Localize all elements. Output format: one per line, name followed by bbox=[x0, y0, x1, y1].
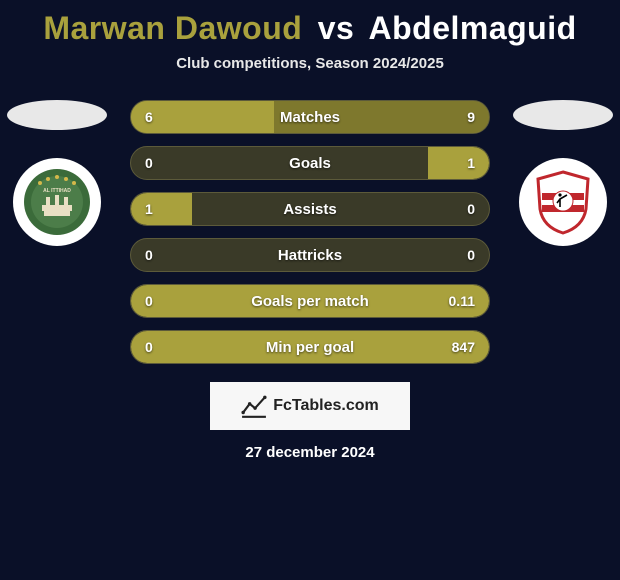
stat-row: 6Matches9 bbox=[130, 100, 490, 134]
stat-label: Goals per match bbox=[131, 285, 489, 317]
team1-badge: AL ITTIHAD bbox=[13, 158, 101, 246]
brand-badge[interactable]: FcTables.com bbox=[210, 382, 410, 430]
vs-label: vs bbox=[318, 10, 355, 46]
stat-label: Assists bbox=[131, 193, 489, 225]
player1-name: Marwan Dawoud bbox=[43, 10, 302, 46]
team1-crest-icon: AL ITTIHAD bbox=[22, 167, 92, 237]
stat-label: Goals bbox=[131, 147, 489, 179]
stat-label: Min per goal bbox=[131, 331, 489, 363]
stat-row: 0Goals1 bbox=[130, 146, 490, 180]
brand-chart-icon bbox=[241, 393, 267, 419]
stat-value-right: 847 bbox=[452, 331, 475, 363]
stat-value-right: 1 bbox=[467, 147, 475, 179]
stat-row: 0Min per goal847 bbox=[130, 330, 490, 364]
brand-label: FcTables.com bbox=[273, 397, 379, 415]
stat-value-right: 0 bbox=[467, 193, 475, 225]
stat-row: 0Goals per match0.11 bbox=[130, 284, 490, 318]
subtitle: Club competitions, Season 2024/2025 bbox=[0, 55, 620, 72]
stat-value-right: 0 bbox=[467, 239, 475, 271]
stat-value-right: 9 bbox=[467, 101, 475, 133]
main-layout: AL ITTIHAD 6Matches90Goals11Assists00Hat… bbox=[0, 100, 620, 364]
player2-silhouette bbox=[513, 100, 613, 130]
comparison-card: Marwan Dawoud vs Abdelmaguid Club compet… bbox=[0, 0, 620, 461]
team2-badge bbox=[519, 158, 607, 246]
stat-row: 1Assists0 bbox=[130, 192, 490, 226]
team2-crest-icon bbox=[528, 167, 598, 237]
stat-label: Hattricks bbox=[131, 239, 489, 271]
stat-value-right: 0.11 bbox=[449, 285, 475, 317]
svg-text:AL ITTIHAD: AL ITTIHAD bbox=[43, 188, 71, 194]
player1-silhouette bbox=[7, 100, 107, 130]
left-column: AL ITTIHAD bbox=[2, 100, 112, 246]
page-title: Marwan Dawoud vs Abdelmaguid bbox=[0, 10, 620, 47]
date-label: 27 december 2024 bbox=[0, 444, 620, 461]
right-column bbox=[508, 100, 618, 246]
stat-bars: 6Matches90Goals11Assists00Hattricks00Goa… bbox=[130, 100, 490, 364]
player2-name: Abdelmaguid bbox=[368, 10, 576, 46]
stat-label: Matches bbox=[131, 101, 489, 133]
stat-row: 0Hattricks0 bbox=[130, 238, 490, 272]
